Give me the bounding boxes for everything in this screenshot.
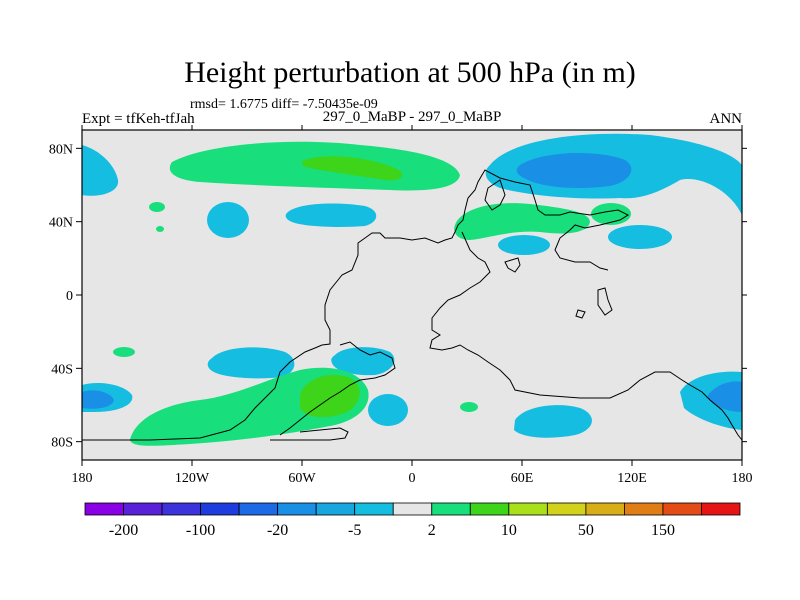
colorbar-swatch xyxy=(508,502,548,516)
colorbar-swatch xyxy=(662,502,702,516)
contour-s-atlantic-cyan xyxy=(331,347,395,376)
contour-east-asia-cyan xyxy=(608,225,672,249)
colorbar-label: 2 xyxy=(428,522,436,539)
colorbar-swatch xyxy=(123,502,163,516)
coastline-antarctic xyxy=(270,427,349,441)
x-tick-label: 60E xyxy=(511,471,534,486)
coastline-africa-indian xyxy=(429,231,742,441)
coastline-south-atlantic xyxy=(279,341,396,436)
x-tick-label: 180 xyxy=(732,471,753,486)
x-tick-label: 120W xyxy=(175,471,210,486)
contour-nw-pacific-blue-core xyxy=(516,153,632,188)
colorbar-swatch xyxy=(431,502,471,516)
y-tick-label: 0 xyxy=(66,289,73,304)
colorbar-swatch xyxy=(469,502,510,516)
coastline-island-2 xyxy=(597,287,613,316)
colorbar-swatch xyxy=(585,502,625,516)
stats-line: rmsd= 1.6775 diff= -7.50435e-09 xyxy=(190,97,378,112)
colorbar-swatch xyxy=(84,502,124,516)
colorbar-label: 150 xyxy=(651,522,675,539)
contour-s-indian-cyan-1 xyxy=(368,394,408,426)
colorbar-swatch xyxy=(200,502,240,516)
colorbar-label: -200 xyxy=(109,522,138,539)
colorbar-label: -5 xyxy=(348,522,361,539)
y-tick-label: 40N xyxy=(49,216,73,231)
contour-s-atlantic-green-core xyxy=(300,374,360,418)
x-tick-label: 180 xyxy=(72,471,93,486)
colorbar-label: -100 xyxy=(186,522,215,539)
contour-europe-green xyxy=(454,203,590,240)
contour-s-indian-small-green xyxy=(460,402,478,412)
coastline-island-1 xyxy=(504,257,521,273)
map-field xyxy=(82,130,742,460)
contour-s-pacific-cyan xyxy=(207,347,295,379)
coastlines xyxy=(82,169,742,441)
x-tick-label: 60W xyxy=(288,471,316,486)
center-subtitle: 297_0_MaBP - 297_0_MaBP xyxy=(323,109,502,125)
x-tick-label: 120E xyxy=(617,471,647,486)
colorbar-swatch xyxy=(277,502,317,516)
contour-left-north-cyan xyxy=(82,145,119,196)
coastline-peninsula xyxy=(484,179,506,211)
coastline-island-3 xyxy=(575,309,586,319)
colorbar-label: 10 xyxy=(501,522,517,539)
colorbar-swatch xyxy=(546,502,587,516)
colorbar-swatch xyxy=(701,502,741,516)
contour-sh-small-green xyxy=(113,347,135,357)
contour-north-america-cyan xyxy=(285,203,377,227)
colorbar-swatch xyxy=(624,502,664,516)
left-subtitle: Expt = tfKeh-tfJah xyxy=(82,111,195,127)
map-axes: 180 120W 60W 0 60E 120E 180 80N 40N 0 40S 80S xyxy=(49,125,753,486)
colorbar-swatch xyxy=(161,502,201,516)
chart-title: Height perturbation at 500 hPa (in m) xyxy=(184,56,636,89)
colorbar-label: -20 xyxy=(267,522,288,539)
coastline-main xyxy=(82,169,630,441)
contour-central-asia-cyan xyxy=(498,235,550,255)
contour-small-green-1 xyxy=(149,202,165,212)
colorbar-swatch xyxy=(354,502,394,516)
contour-small-green-2 xyxy=(156,226,164,232)
colorbar: -200 -100 -20 -5 2 10 50 150 xyxy=(84,502,741,539)
contour-left-south-blue xyxy=(82,390,114,409)
contour-s-indian-cyan-2 xyxy=(514,405,592,438)
contour-right-south-blue xyxy=(708,381,742,412)
right-subtitle: ANN xyxy=(710,111,743,127)
colorbar-swatch xyxy=(238,502,279,516)
y-tick-label: 80S xyxy=(51,436,73,451)
colorbar-label: 50 xyxy=(578,522,594,539)
contour-n-pacific-cyan xyxy=(207,202,249,238)
contour-nh-green-core xyxy=(301,156,403,181)
y-tick-label: 80N xyxy=(49,142,73,157)
colorbar-swatch xyxy=(315,502,356,516)
x-tick-label: 0 xyxy=(409,471,416,486)
colorbar-swatch xyxy=(392,502,433,516)
y-tick-label: 40S xyxy=(51,362,73,377)
